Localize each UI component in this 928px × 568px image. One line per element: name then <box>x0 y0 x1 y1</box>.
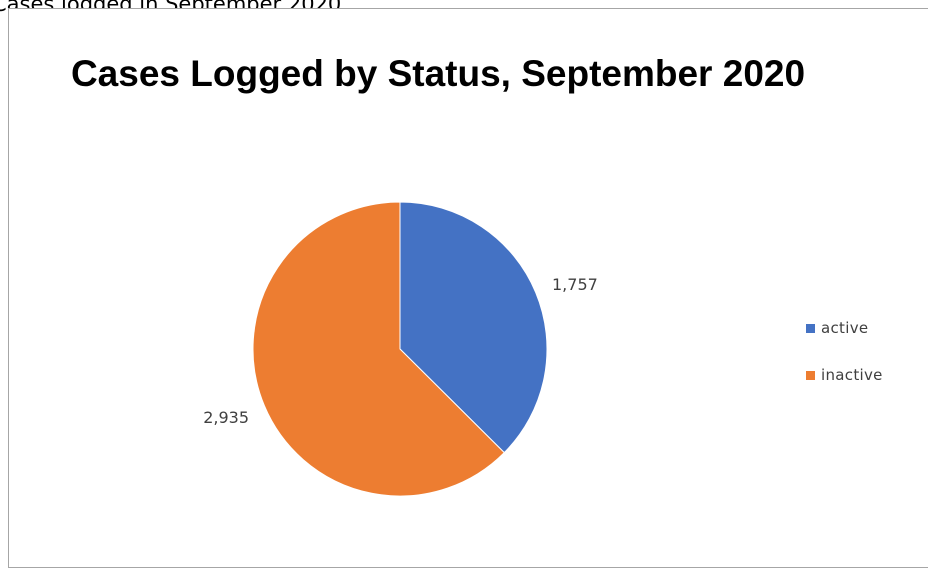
legend-swatch-inactive <box>806 370 815 380</box>
legend-label-active: active <box>821 319 869 337</box>
chart-title: Cases Logged by Status, September 2020 <box>70 53 806 94</box>
pie-slice-active <box>399 201 548 454</box>
pie-chart: 1,757 2,935 <box>203 201 598 497</box>
data-label-inactive: 2,935 <box>203 408 249 427</box>
pie-data-labels: 1,757 2,935 <box>203 275 598 427</box>
legend-item-inactive: inactive <box>806 363 883 387</box>
chart-legend: active inactive <box>806 316 883 410</box>
legend-swatch-active <box>806 323 815 333</box>
data-label-active: 1,757 <box>552 275 598 294</box>
legend-item-active: active <box>806 316 883 340</box>
pie-slice-inactive <box>252 201 505 497</box>
pie-slices <box>252 201 548 497</box>
legend-label-inactive: inactive <box>821 366 883 384</box>
